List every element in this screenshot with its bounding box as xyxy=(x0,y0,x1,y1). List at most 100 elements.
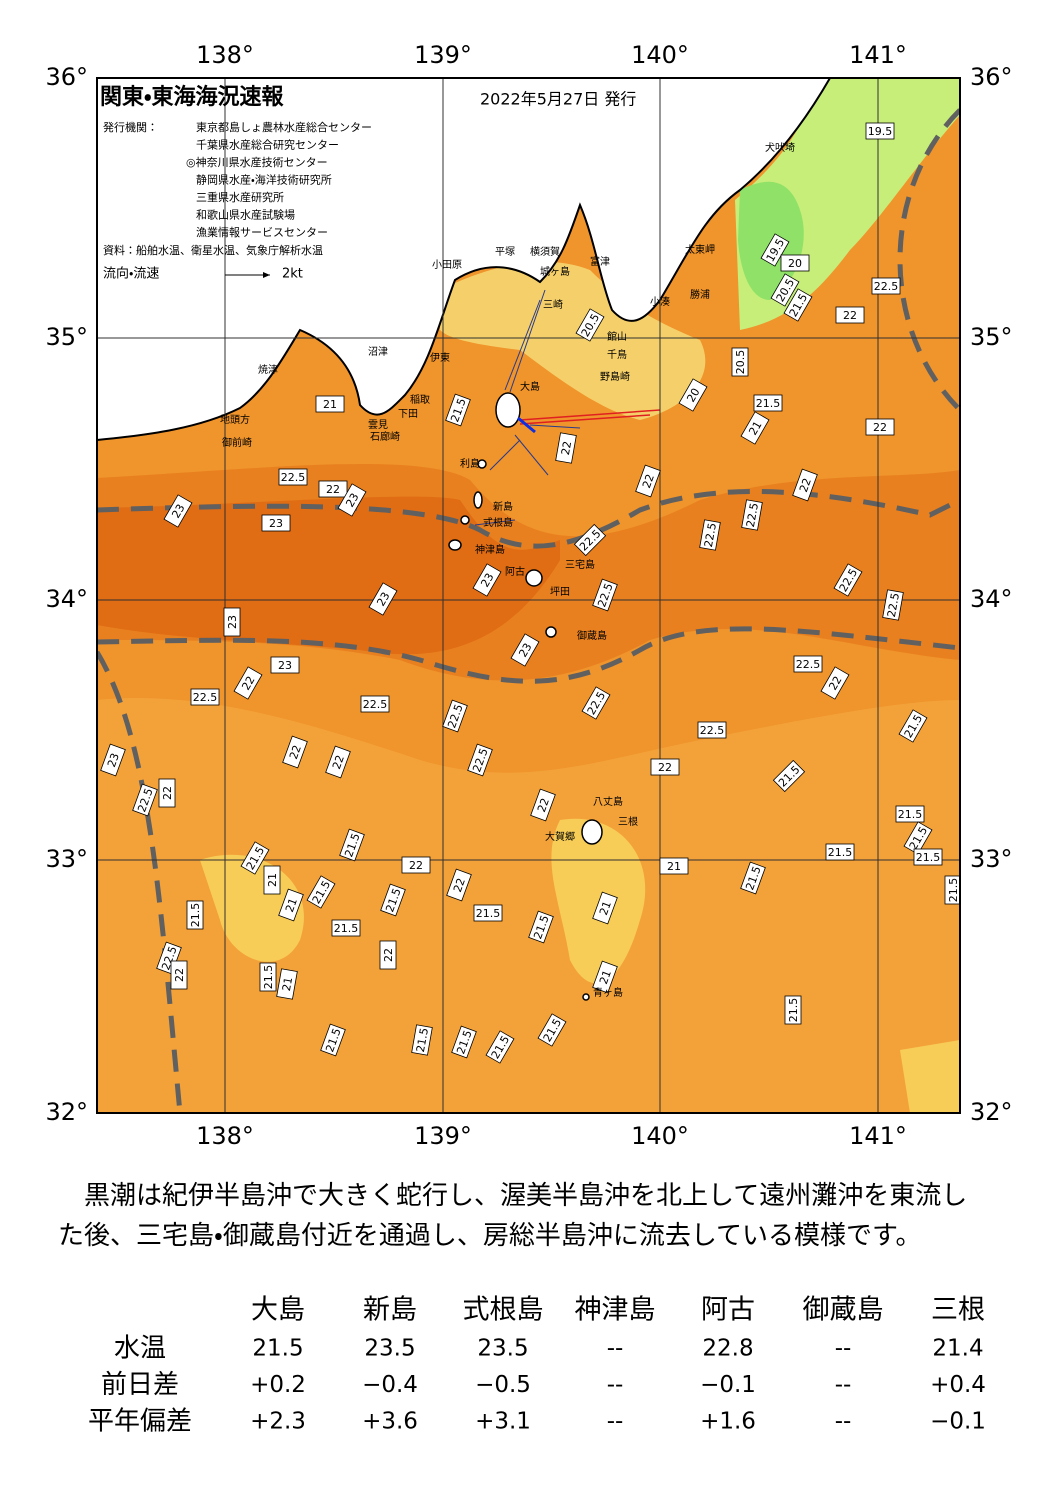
place-name: 三根 xyxy=(618,815,638,828)
kuroshio-line xyxy=(97,650,183,1113)
label-box xyxy=(895,805,925,823)
label-box xyxy=(132,783,158,817)
island xyxy=(525,569,543,587)
place-name: 八丈島 xyxy=(593,795,623,808)
kuroshio-line xyxy=(97,489,960,549)
contour-label: 21.5 xyxy=(380,883,406,917)
label-box xyxy=(882,589,904,621)
label-box xyxy=(467,743,493,777)
lon-label: 139° xyxy=(414,1122,472,1150)
issuer: ◎神奈川県水産技術センター xyxy=(186,155,328,169)
label-box xyxy=(650,758,680,776)
table-cell: 23.5 xyxy=(477,1336,528,1362)
label-text: 22 xyxy=(173,968,186,982)
label-box xyxy=(753,394,783,412)
contour-label: 19.5 xyxy=(865,122,895,140)
label-text: 22 xyxy=(658,761,672,774)
label-text: 21.5 xyxy=(476,907,501,920)
contour-label: 22 xyxy=(401,856,431,874)
table-header: 式根島 xyxy=(463,1295,544,1326)
contour-label: 22 xyxy=(379,940,397,970)
label-text: 22 xyxy=(287,743,304,761)
label-box xyxy=(411,1024,433,1056)
contour-label: 22 xyxy=(635,464,661,498)
island xyxy=(545,626,557,638)
issuer: 三重県水産研究所 xyxy=(196,190,284,204)
label-text: 21.5 xyxy=(414,1027,431,1053)
contour-label: 21.5 xyxy=(740,861,766,895)
label-box xyxy=(240,841,270,875)
issue-date: 2022年5月27日 発行 xyxy=(480,90,636,109)
label-text: 22 xyxy=(640,472,657,490)
label-text: 21.5 xyxy=(262,965,275,990)
contour-label: 22 xyxy=(318,480,348,498)
label-text: 21.5 xyxy=(828,846,853,859)
lon-label: 140° xyxy=(631,41,689,69)
contour-label: 23 xyxy=(261,514,291,532)
table-cell: −0.1 xyxy=(930,1409,986,1435)
issuer: 静岡県水産・海洋技術研究所 xyxy=(196,173,332,187)
label-box xyxy=(592,960,618,994)
current-arrow xyxy=(514,434,549,476)
contour-label: 23 xyxy=(270,656,300,674)
contour-label: 21.5 xyxy=(331,919,361,937)
label-box xyxy=(379,940,397,970)
contour-label: 22 xyxy=(282,735,308,769)
place-name: 坪田 xyxy=(550,585,570,598)
label-box xyxy=(337,483,367,517)
island xyxy=(582,993,590,1001)
label-box xyxy=(270,656,300,674)
contour-label: 21 xyxy=(263,865,281,895)
lon-label: 139° xyxy=(414,41,472,69)
contour-label: 21 xyxy=(740,411,770,445)
lat-label: 36° xyxy=(970,63,1013,91)
contour-label: 22 xyxy=(835,306,865,324)
contour-label: 22.5 xyxy=(882,589,904,621)
label-text: 22 xyxy=(239,674,257,693)
table-header: 新島 xyxy=(363,1295,417,1326)
label-box xyxy=(318,480,348,498)
table-cell: −0.1 xyxy=(700,1372,756,1398)
table-cell: +3.1 xyxy=(475,1409,531,1435)
contour-label: 22 xyxy=(792,468,818,502)
label-box xyxy=(772,759,806,793)
label-box xyxy=(510,633,540,667)
label-box xyxy=(944,875,960,905)
label-box xyxy=(871,277,901,295)
issuer: 和歌山県水産試験場 xyxy=(196,208,295,222)
label-box xyxy=(760,233,790,267)
label-text: 22.5 xyxy=(744,502,761,528)
lat-label: 35° xyxy=(45,323,88,351)
issuer: 漁業情報サービスセンター xyxy=(196,225,328,239)
lon-label: 141° xyxy=(849,41,907,69)
label-text: 21 xyxy=(597,968,614,986)
lat-label: 33° xyxy=(45,845,88,873)
label-box xyxy=(190,688,220,706)
place-name: 太東岬 xyxy=(685,243,715,256)
contour-label: 21.5 xyxy=(784,995,802,1025)
label-text: 22 xyxy=(826,674,844,693)
label-text: 21.5 xyxy=(189,903,202,928)
label-text: 20 xyxy=(788,257,802,270)
label-box xyxy=(731,347,749,377)
table-header: 神津島 xyxy=(575,1295,656,1326)
place-name: 神津島 xyxy=(475,543,505,556)
current-arrow xyxy=(529,424,581,429)
label-box xyxy=(537,1013,567,1047)
place-name: 稲取 xyxy=(410,394,430,406)
label-text: 23 xyxy=(374,590,392,609)
contour-label: 22.5 xyxy=(442,699,468,733)
label-text: 23 xyxy=(269,517,283,530)
contour-label: 21 xyxy=(278,888,304,922)
label-box xyxy=(833,563,863,597)
label-box xyxy=(573,523,607,557)
current-arrow xyxy=(504,299,541,391)
current-arrow xyxy=(489,439,521,471)
island xyxy=(473,491,483,509)
table-cell: -- xyxy=(607,1336,624,1362)
label-box xyxy=(903,821,933,855)
label-text: 23 xyxy=(226,615,239,629)
lon-label: 141° xyxy=(849,1122,907,1150)
